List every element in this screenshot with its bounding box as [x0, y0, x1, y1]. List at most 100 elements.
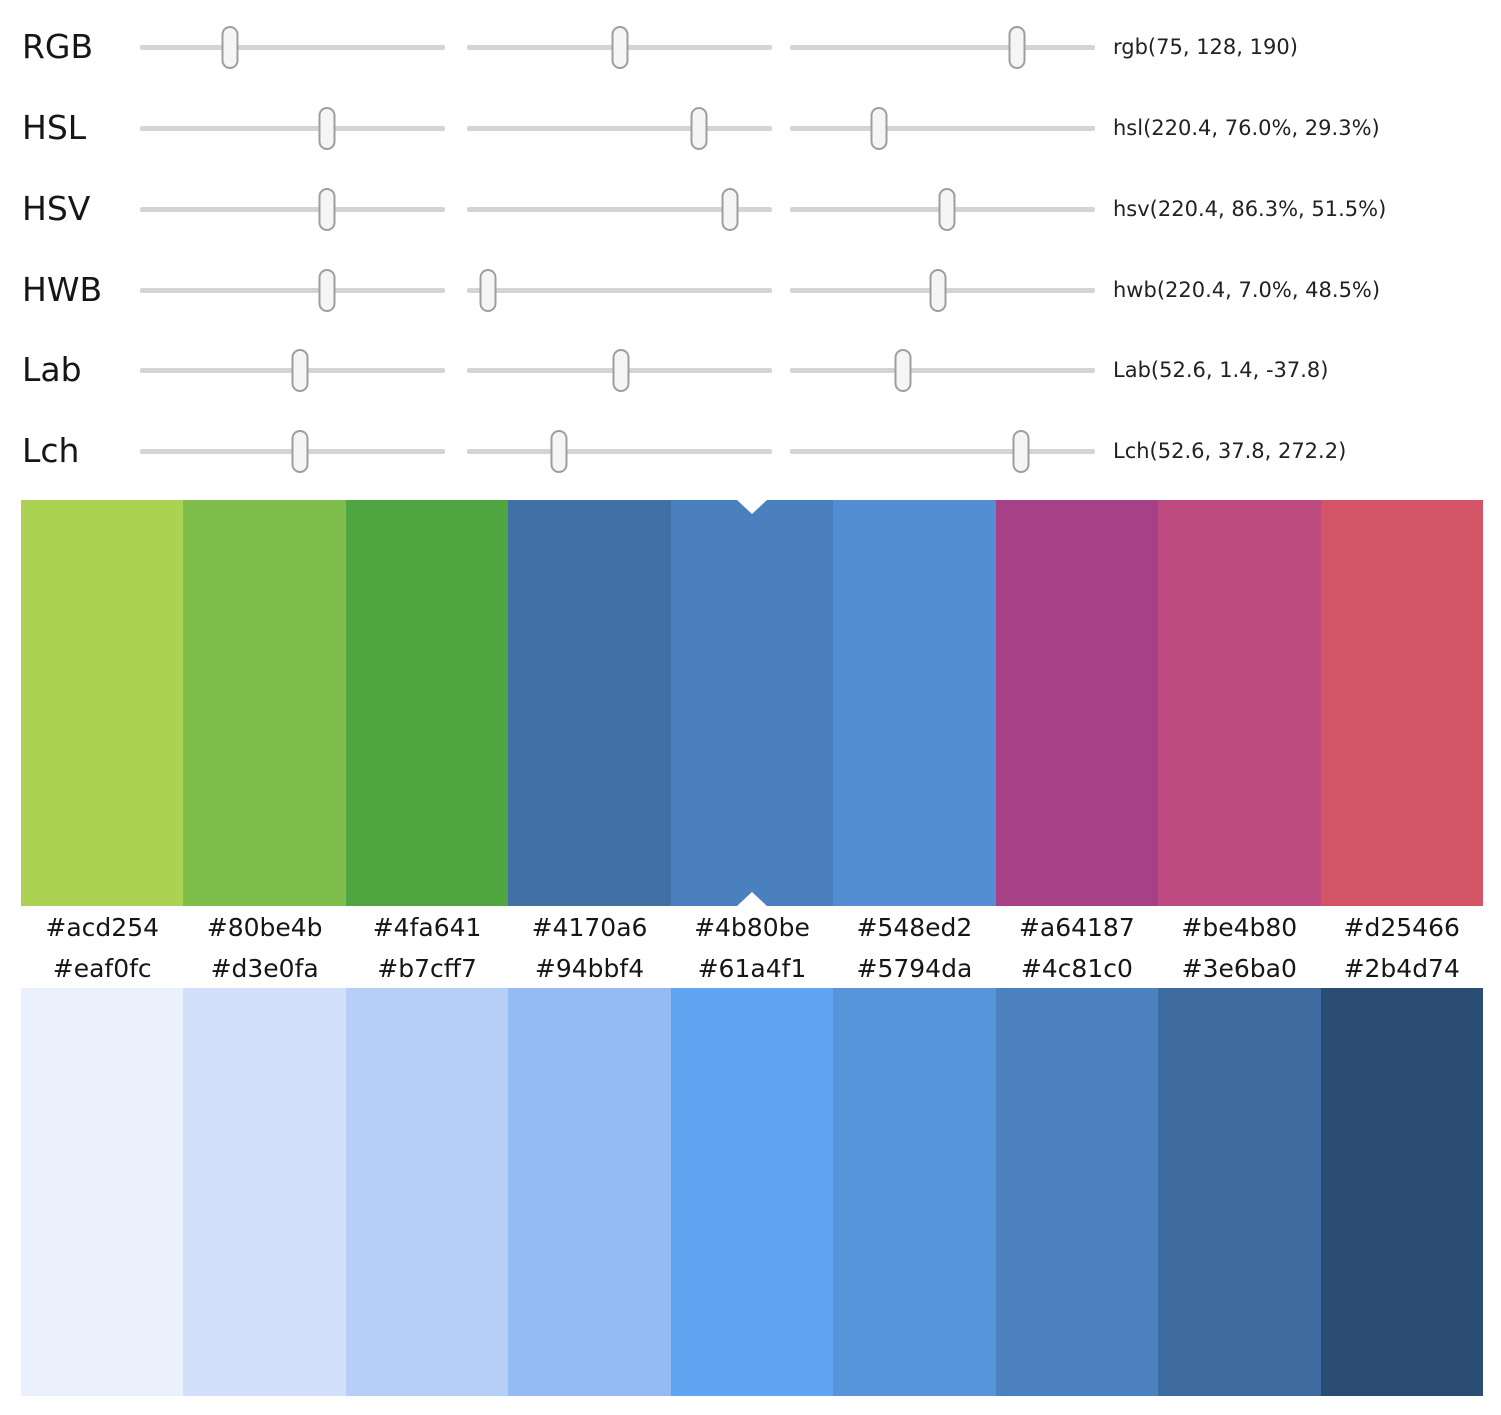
slider-track[interactable]: [140, 346, 445, 394]
hex-label: #548ed2: [856, 913, 973, 942]
slider-thumb[interactable]: [612, 349, 630, 392]
hex-label: #4c81c0: [1020, 954, 1133, 983]
hex-label: #4170a6: [531, 913, 648, 942]
palette-swatch[interactable]: [183, 500, 346, 906]
slider-track[interactable]: [140, 104, 445, 152]
slider-track-bar: [467, 207, 772, 212]
hex-label: #eaf0fc: [52, 954, 152, 983]
slider-row-label: RGB: [22, 27, 94, 66]
slider-thumb[interactable]: [318, 269, 336, 312]
slider-thumb[interactable]: [1012, 430, 1030, 473]
hex-label: #2b4d74: [1343, 954, 1460, 983]
slider-row-rgb: RGB rgb(75, 128, 190): [0, 23, 1501, 71]
slider-track[interactable]: [140, 23, 445, 71]
slider-thumb[interactable]: [894, 349, 912, 392]
palette-swatch[interactable]: [833, 988, 996, 1396]
slider-track[interactable]: [140, 266, 445, 314]
palette-swatch[interactable]: [508, 500, 671, 906]
hex-label: #b7cff7: [377, 954, 477, 983]
slider-row-value: hsl(220.4, 76.0%, 29.3%): [1113, 116, 1380, 140]
slider-track-bar: [790, 368, 1095, 373]
hex-label: #5794da: [856, 954, 973, 983]
palette-swatch[interactable]: [345, 988, 509, 1396]
slider-track-bar: [790, 45, 1095, 50]
slider-row-value: rgb(75, 128, 190): [1113, 35, 1298, 59]
slider-thumb[interactable]: [690, 107, 708, 150]
slider-row-lch: Lch Lch(52.6, 37.8, 272.2): [0, 427, 1501, 475]
slider-thumb[interactable]: [870, 107, 888, 150]
slider-track[interactable]: [790, 185, 1095, 233]
slider-track[interactable]: [467, 266, 772, 314]
slider-row-label: Lab: [22, 350, 82, 389]
slider-row-hsl: HSL hsl(220.4, 76.0%, 29.3%): [0, 104, 1501, 152]
slider-thumb[interactable]: [938, 188, 956, 231]
slider-row-label: Lch: [22, 431, 80, 470]
slider-thumb[interactable]: [479, 269, 497, 312]
slider-track[interactable]: [467, 346, 772, 394]
slider-track[interactable]: [790, 23, 1095, 71]
palette-main: [21, 500, 1483, 906]
palette-swatch[interactable]: [995, 988, 1159, 1396]
slider-track-bar: [790, 126, 1095, 131]
palette-shades: [21, 988, 1483, 1396]
slider-row-label: HWB: [22, 270, 103, 309]
palette-swatch[interactable]: [21, 988, 184, 1396]
palette-swatch[interactable]: [1158, 988, 1321, 1396]
slider-thumb[interactable]: [318, 188, 336, 231]
slider-thumb[interactable]: [1008, 26, 1026, 69]
palette-swatch[interactable]: [670, 988, 834, 1396]
hex-labels-shades: #eaf0fc #d3e0fa #b7cff7 #94bbf4 #61a4f1 #5794…: [21, 950, 1483, 988]
palette-swatch[interactable]: [21, 500, 184, 906]
palette-swatch[interactable]: [508, 988, 671, 1396]
slider-track[interactable]: [467, 104, 772, 152]
hex-label: #a64187: [1018, 913, 1135, 942]
hex-labels-main: #acd254 #80be4b #4fa641 #4170a6 #4b80be #548e…: [21, 906, 1483, 950]
slider-track-bar: [140, 207, 445, 212]
hex-label: #d3e0fa: [210, 954, 319, 983]
slider-thumb[interactable]: [611, 26, 629, 69]
hex-label: #3e6ba0: [1181, 954, 1297, 983]
palette-swatch[interactable]: [345, 500, 509, 906]
slider-thumb[interactable]: [721, 188, 739, 231]
slider-row-lab: Lab Lab(52.6, 1.4, -37.8): [0, 346, 1501, 394]
slider-track-bar: [140, 288, 445, 293]
palette-swatch[interactable]: [183, 988, 346, 1396]
slider-track[interactable]: [790, 346, 1095, 394]
slider-row-label: HSV: [22, 189, 91, 228]
slider-thumb[interactable]: [318, 107, 336, 150]
palette-swatch[interactable]: [833, 500, 996, 906]
palette-swatch[interactable]: [1320, 500, 1483, 906]
hex-label: #d25466: [1343, 913, 1460, 942]
palette-swatch[interactable]: [670, 500, 834, 906]
hex-label: #4fa641: [372, 913, 482, 942]
slider-track-bar: [140, 126, 445, 131]
slider-track[interactable]: [140, 427, 445, 475]
hex-label: #61a4f1: [697, 954, 807, 983]
slider-track[interactable]: [790, 427, 1095, 475]
slider-thumb[interactable]: [550, 430, 567, 473]
slider-thumb[interactable]: [929, 269, 947, 312]
slider-track[interactable]: [790, 104, 1095, 152]
hex-label: #80be4b: [206, 913, 323, 942]
slider-thumb[interactable]: [291, 430, 309, 473]
slider-track[interactable]: [467, 23, 772, 71]
palette-swatch[interactable]: [995, 500, 1159, 906]
slider-track-bar: [790, 449, 1095, 454]
slider-track-bar: [140, 45, 445, 50]
slider-row-value: Lch(52.6, 37.8, 272.2): [1113, 439, 1347, 463]
slider-track[interactable]: [790, 266, 1095, 314]
slider-row-hsv: HSV hsv(220.4, 86.3%, 51.5%): [0, 185, 1501, 233]
palette-swatch[interactable]: [1320, 988, 1483, 1396]
selection-notch-top-icon: [736, 500, 767, 514]
slider-row-value: hsv(220.4, 86.3%, 51.5%): [1113, 197, 1387, 221]
slider-track[interactable]: [140, 185, 445, 233]
selection-notch-bottom-icon: [736, 892, 767, 906]
slider-track-bar: [467, 126, 772, 131]
slider-track[interactable]: [467, 185, 772, 233]
palette-swatch[interactable]: [1158, 500, 1321, 906]
slider-thumb[interactable]: [291, 349, 309, 392]
slider-row-hwb: HWB hwb(220.4, 7.0%, 48.5%): [0, 266, 1501, 314]
slider-track[interactable]: [467, 427, 772, 475]
slider-thumb[interactable]: [221, 26, 239, 69]
slider-row-value: Lab(52.6, 1.4, -37.8): [1113, 358, 1329, 382]
